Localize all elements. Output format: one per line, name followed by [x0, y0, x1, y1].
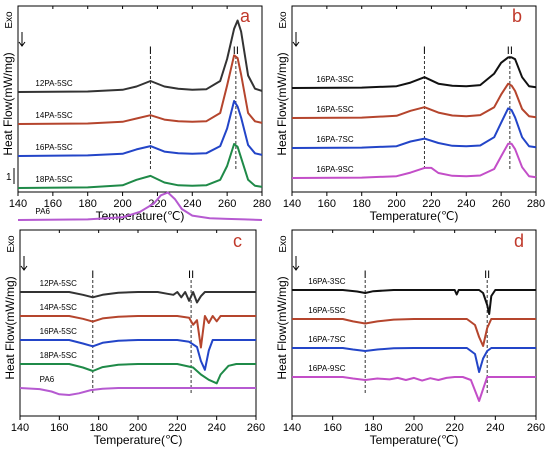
panel-a-xtick-label: 160	[44, 198, 62, 210]
panel-d-ylabel: Heat Flow(mW/mg)	[275, 276, 289, 379]
panel-b-xtick-label: 200	[387, 198, 405, 210]
panel-c-xlabel: Temperature(℃)	[94, 433, 183, 447]
panel-c-series-label: PA6	[40, 375, 55, 384]
panel-d-xlabel: Temperature(℃)	[370, 433, 459, 447]
panel-d-series-label: 16PA-7SC	[308, 335, 345, 344]
panel-b-series-line	[291, 107, 537, 149]
panel-d-xtick-label: 260	[527, 422, 545, 434]
panel-d-exo-label: Exo	[278, 235, 289, 253]
panel-a-series-label: 16PA-5SC	[35, 143, 72, 152]
panel-c-peak-marker-label: II	[188, 269, 194, 281]
panel-b-series-label: 16PA-5SC	[316, 105, 353, 114]
panel-c-series-line	[20, 315, 256, 349]
panel-b-ylabel: Heat Flow(mW/mg)	[275, 52, 289, 155]
panel-c-xtick-label: 140	[11, 422, 29, 434]
panel-b-series-label: 16PA-3SC	[316, 75, 353, 84]
panel-a-ytick-label: 1	[6, 172, 12, 183]
panel-b-xtick-label: 220	[422, 198, 440, 210]
panel-d-xtick-label: 200	[405, 422, 423, 434]
panel-c-ylabel: Heat Flow(mW/mg)	[3, 276, 17, 379]
panel-d-exo-arrow	[292, 256, 300, 271]
panel-d-peak-marker-label: II	[484, 269, 490, 281]
panel-a-xtick-label: 200	[113, 198, 131, 210]
panel-a-xtick-label: 280	[253, 198, 271, 210]
panel-c-series-label: 16PA-5SC	[40, 327, 77, 336]
panel-c-peak-marker-label: I	[91, 269, 94, 281]
panel-b-xlabel: Temperature(℃)	[370, 209, 459, 223]
panel-b-exo-arrow	[292, 32, 300, 47]
panel-c-series-line	[19, 387, 256, 396]
panel-a-peak-marker-label: II	[233, 45, 239, 57]
panel-c-series-line	[20, 339, 256, 371]
panel-a-xlabel: Temperature(℃)	[96, 209, 185, 223]
panel-c-xtick-label: 220	[168, 422, 186, 434]
panel-c-exo-label: Exo	[6, 235, 17, 253]
panel-b-xtick-label: 180	[353, 198, 371, 210]
panel-b-letter: b	[512, 6, 522, 26]
panel-a-series-label: 14PA-5SC	[35, 111, 72, 120]
panel-d-series-line	[292, 289, 536, 315]
panel-c-series-label: 12PA-5SC	[40, 279, 77, 288]
panel-d-series-label: 16PA-5SC	[308, 306, 345, 315]
panel-b-series-label: 16PA-7SC	[316, 135, 353, 144]
panel-a-peak-marker-label: I	[149, 45, 152, 57]
panel-c-xtick-label: 180	[89, 422, 107, 434]
panel-a-series-label: 12PA-5SC	[35, 79, 72, 88]
panel-c-xtick-label: 160	[50, 422, 68, 434]
panel-c-series-line	[20, 291, 256, 304]
panel-d-series-line	[292, 347, 536, 373]
panel-a-xtick-label: 240	[183, 198, 201, 210]
panel-d-xtick-label: 240	[486, 422, 504, 434]
panel-a-series-line	[17, 191, 263, 221]
panel-b-xtick-label: 260	[492, 198, 510, 210]
panel-b-peak-marker-label: I	[423, 45, 426, 57]
panel-b-frame	[291, 5, 537, 193]
panel-d-frame	[291, 229, 537, 417]
panel-a-series-label: 18PA-5SC	[35, 175, 72, 184]
panel-a-xtick-label: 180	[79, 198, 97, 210]
panel-a-letter: a	[240, 6, 251, 26]
panel-b-xtick-label: 140	[283, 198, 301, 210]
panel-c-xtick-label: 200	[129, 422, 147, 434]
panel-b-xtick-label: 280	[527, 198, 545, 210]
panel-c-letter: c	[233, 231, 242, 251]
panel-b-exo-label: Exo	[278, 11, 289, 29]
panel-d-series-line	[292, 376, 536, 402]
panel-c-exo-arrow	[20, 256, 28, 271]
panel-a-series-line	[17, 19, 263, 93]
panel-a-xtick-label: 260	[218, 198, 236, 210]
panel-a-exo-arrow	[18, 32, 26, 47]
panel-d-xtick-label: 160	[323, 422, 341, 434]
panel-c-xtick-label: 240	[207, 422, 225, 434]
panel-b-series-line	[291, 56, 537, 89]
panel-d-xtick-label: 220	[445, 422, 463, 434]
panel-b-series-label: 16PA-9SC	[316, 165, 353, 174]
panel-b-peak-marker-label: II	[507, 45, 513, 57]
panel-a-series-line	[17, 54, 263, 125]
panel-d-letter: d	[514, 231, 524, 251]
panel-d-series-label: 16PA-3SC	[308, 277, 345, 286]
panel-c-series-label: 14PA-5SC	[40, 303, 77, 312]
panel-d-peak-marker-label: I	[364, 269, 367, 281]
panel-a-xtick-label: 140	[9, 198, 27, 210]
panel-a-series-line	[17, 100, 263, 157]
panel-d-series-label: 16PA-9SC	[308, 364, 345, 373]
panel-b-series-line	[291, 142, 537, 179]
panel-a-xtick-label: 220	[148, 198, 166, 210]
panel-a-frame	[17, 5, 263, 193]
panel-a-series-label: PA6	[35, 207, 50, 216]
panel-c-xtick-label: 260	[247, 422, 265, 434]
panel-a-ylabel: Heat Flow(mW/mg)	[1, 52, 15, 155]
panel-b-xtick-label: 160	[318, 198, 336, 210]
panel-a-series-line	[17, 143, 263, 189]
panel-a-exo-label: Exo	[4, 11, 15, 29]
panel-d-series-line	[292, 318, 536, 347]
panel-d-xtick-label: 180	[364, 422, 382, 434]
panel-c-series-line	[20, 363, 256, 385]
panel-b-series-line	[291, 82, 537, 119]
panel-d-xtick-label: 140	[283, 422, 301, 434]
panel-c-series-label: 18PA-5SC	[40, 351, 77, 360]
panel-b-xtick-label: 240	[457, 198, 475, 210]
